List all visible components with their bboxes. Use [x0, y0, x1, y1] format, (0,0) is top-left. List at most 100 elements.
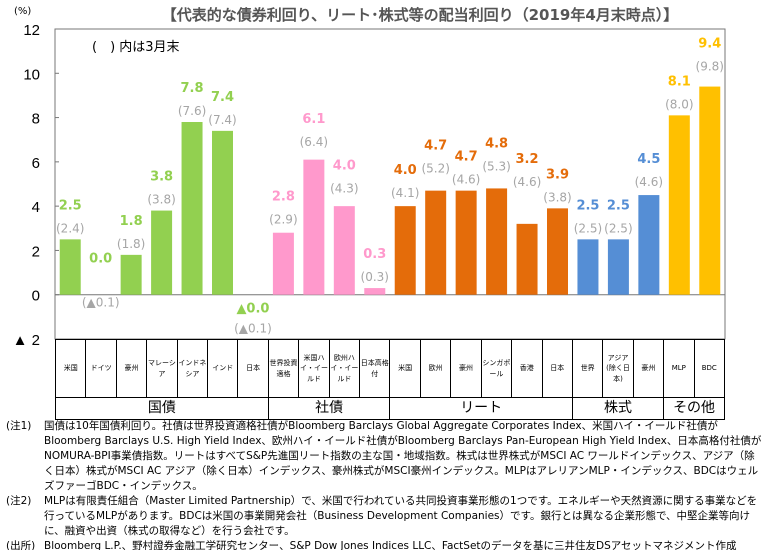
prev-value-label: (2.5) [604, 221, 632, 235]
category-label: 世界投資適格 [267, 339, 300, 398]
y-tick-label: 12 [23, 22, 40, 39]
category-label: 欧州 [419, 339, 452, 398]
footnote: (注1) 国債は10年国債利回り。社債は世界投資適格社債がBloomberg Ba… [6, 419, 762, 494]
legend-note: ( ) 内は3月末 [92, 40, 180, 55]
category-label: アジア(除く日本) [602, 339, 634, 398]
bar [364, 288, 386, 295]
footnote: (出所) Bloomberg L.P.、野村證券金融工学研究センター、S&P Do… [6, 539, 762, 550]
category-groups-row: 国債 社債 リート 株式 その他 [55, 397, 725, 420]
value-label: 4.7 [455, 150, 478, 165]
prev-value-label: (1.8) [117, 237, 145, 251]
prev-value-label: (4.6) [635, 175, 663, 189]
bar [181, 122, 203, 295]
category-label: 日本高格付 [359, 339, 391, 398]
y-axis-unit: (%) [14, 6, 32, 17]
y-tick-label: 10 [23, 66, 40, 83]
value-label: 4.0 [333, 159, 356, 174]
bar [120, 254, 142, 295]
category-label: 豪州 [450, 339, 482, 398]
category-label: 豪州 [115, 339, 148, 398]
y-tick-label: 4 [32, 199, 40, 216]
prev-value-label: (5.3) [482, 159, 510, 173]
bar [547, 208, 568, 295]
prev-value-label: (4.3) [330, 182, 358, 196]
category-label: 欧州ハイ・イールド [328, 339, 361, 398]
y-tick-label: ▲ 2 [13, 332, 40, 349]
prev-value-label: (▲0.1) [234, 322, 272, 336]
category-label: 米国 [54, 339, 87, 398]
category-label: 世界 [571, 339, 604, 398]
value-label: 2.5 [607, 198, 630, 213]
value-label: 1.8 [120, 214, 143, 229]
value-label: 3.2 [516, 152, 539, 167]
category-label: インドネシア [176, 339, 209, 398]
category-label: 米国ハイ・イールド [298, 339, 330, 398]
prev-value-label: (4.1) [391, 186, 419, 200]
value-label: 9.4 [698, 37, 721, 52]
footnote-tag: (注1) [6, 420, 32, 432]
value-label: 0.0 [89, 252, 112, 267]
value-label: 2.8 [272, 190, 295, 205]
footnote-text: MLPは有限責任組合（Master Limited Partnership）で、… [44, 495, 758, 537]
bar [151, 210, 173, 295]
footnotes: (注1) 国債は10年国債利回り。社債は世界投資適格社債がBloomberg Ba… [6, 419, 762, 550]
value-label: 3.8 [150, 170, 173, 185]
prev-value-label: (2.4) [56, 221, 84, 235]
category-label: MLP [663, 339, 695, 398]
prev-value-label: (2.9) [269, 213, 297, 227]
bar [607, 239, 629, 295]
bar [577, 239, 599, 295]
bar-chart: 12 10 8 6 4 2 0 ▲ 2 2.5 (2.4) 0.0 (▲0.1) 1.8 (1.8) 3.8… [13, 22, 726, 349]
bar [668, 115, 690, 295]
bar [212, 130, 233, 295]
bar [333, 206, 355, 295]
value-label: 0.3 [363, 247, 386, 262]
prev-value-label: (0.3) [361, 270, 389, 284]
prev-value-label: (9.8) [696, 60, 724, 74]
value-label: 4.0 [394, 163, 417, 178]
category-label: インド [207, 339, 239, 398]
value-label: 8.1 [668, 74, 691, 89]
group-label: 株式 [571, 397, 665, 420]
prev-value-label: (7.6) [178, 104, 206, 118]
bar [455, 190, 477, 295]
group-label: リート [389, 397, 573, 420]
y-tick-label: 6 [32, 155, 40, 172]
bar [638, 195, 660, 295]
prev-value-label: (3.8) [147, 193, 175, 207]
group-label: 社債 [267, 397, 391, 420]
group-label: 国債 [55, 397, 269, 420]
prev-value-label: (5.2) [421, 162, 449, 176]
category-names-row: 米国 ドイツ 豪州 マレーシア インドネシア インド 日本 世界投資適格 米国ハイ・イールド 欧州… [54, 339, 726, 398]
footnote: (注2) MLPは有限責任組合（Master Limited Partnershi… [6, 494, 762, 539]
bar [394, 206, 416, 295]
value-label: 4.7 [424, 139, 447, 154]
value-label: 4.8 [485, 136, 508, 151]
category-label: マレーシア [146, 339, 178, 398]
bar [699, 86, 721, 295]
category-label: 香港 [511, 339, 543, 398]
category-label: 米国 [389, 339, 421, 398]
category-label: 日本 [541, 339, 573, 398]
category-table: 米国 ドイツ 豪州 マレーシア インドネシア インド 日本 世界投資適格 米国ハイ・イールド 欧州… [54, 339, 726, 420]
chart-title: 【代表的な債券利回り、リート･株式等の配当利回り（2019年4月末時点）】 [161, 6, 679, 24]
y-tick-label: 0 [32, 288, 40, 305]
footnote-tag: (注2) [6, 495, 32, 507]
footnote-tag: (出所) [6, 540, 36, 550]
prev-value-label: (4.6) [452, 173, 480, 187]
prev-value-label: (7.4) [208, 113, 236, 127]
category-label: BDC [693, 339, 726, 398]
category-label: ドイツ [85, 339, 117, 398]
bar [59, 239, 81, 295]
bar [516, 223, 538, 295]
prev-value-label: (2.5) [574, 221, 602, 235]
category-label: 日本 [237, 339, 269, 398]
value-label: 6.1 [302, 112, 325, 127]
value-label: 7.4 [211, 90, 234, 105]
bar [303, 159, 325, 295]
footnote-text: Bloomberg L.P.、野村證券金融工学研究センター、S&P Dow Jo… [44, 540, 737, 550]
y-tick-label: 8 [32, 111, 40, 128]
bar [272, 232, 294, 295]
footnote-text: 国債は10年国債利回り。社債は世界投資適格社債がBloomberg Barcla… [44, 420, 762, 492]
